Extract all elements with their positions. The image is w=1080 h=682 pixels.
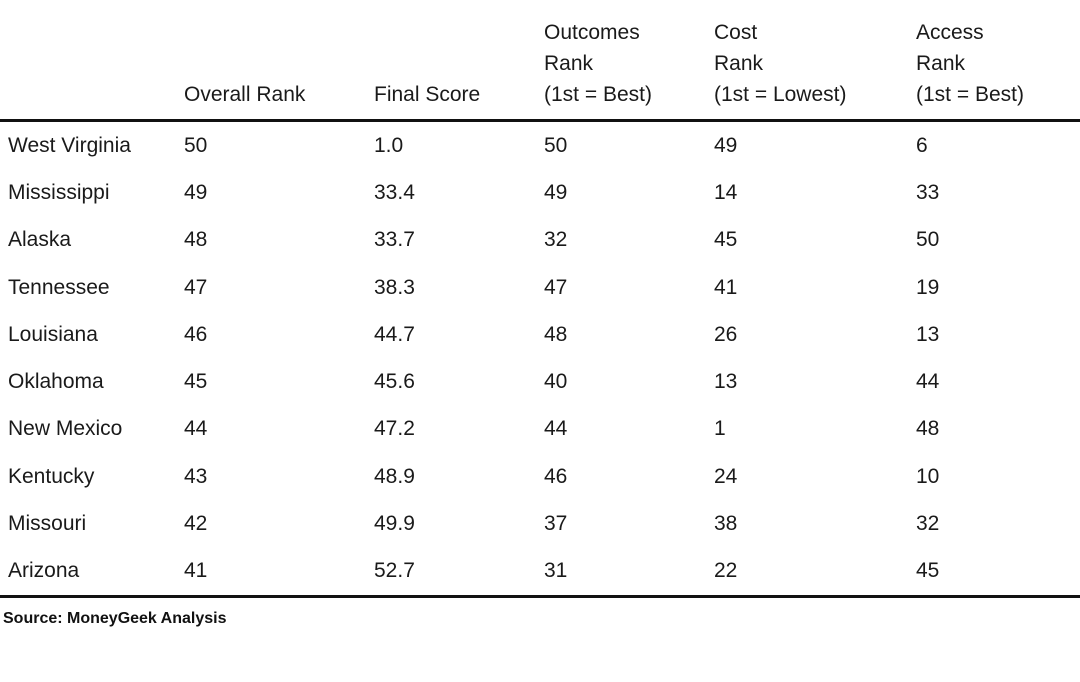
cell-state-name: Alaska [8,228,72,252]
cell-final-score: 49.9 [374,512,415,536]
cell-outcomes-rank: 44 [544,417,568,441]
cell-cost-rank: 45 [714,228,738,252]
ranking-table: Overall Rank Final Score Outcomes Rank (… [0,0,1080,598]
header-line: Final Score [374,83,481,106]
header-cost-rank: Cost Rank (1st = Lowest) [705,0,907,122]
cell-access-rank: 6 [916,133,928,157]
header-overall-rank: Overall Rank [175,0,365,122]
cell-access-rank: 45 [907,547,1080,598]
header-final-score: Final Score [365,0,535,122]
header-access-rank: Access Rank (1st = Best) [907,0,1080,122]
cell-outcomes-rank: 47 [544,275,568,299]
cell-final-score: 1.0 [374,133,404,157]
table-row: Alaska 48 33.7 32 45 50 [0,217,1080,264]
cell-state-name: Mississippi [8,180,110,204]
cell-overall-rank: 42 [184,512,208,536]
cell-cost-rank: 13 [714,370,738,394]
table-row: Kentucky 43 48.9 46 24 10 [0,453,1080,500]
table-row: Mississippi 49 33.4 49 14 33 [0,169,1080,216]
header-outcomes-rank: Outcomes Rank (1st = Best) [535,0,705,122]
header-state [0,0,175,122]
cell-cost-rank: 26 [714,322,738,346]
table-row: Louisiana 46 44.7 48 26 13 [0,311,1080,358]
table-row: Missouri 42 49.9 37 38 32 [0,500,1080,547]
header-line: (1st = Best) [916,83,1024,106]
header-line: (1st = Lowest) [714,83,847,106]
cell-overall-rank: 48 [184,228,208,252]
cell-outcomes-rank: 40 [544,370,568,394]
cell-overall-rank: 44 [184,417,208,441]
cell-cost-rank: 49 [714,133,738,157]
header-line: Outcomes [544,21,640,44]
header-line: Rank [916,52,966,75]
header-line: (1st = Best) [544,83,652,106]
cell-cost-rank: 41 [714,275,738,299]
cell-final-score: 44.7 [374,322,415,346]
cell-cost-rank: 22 [705,547,907,598]
cell-final-score: 52.7 [365,547,535,598]
cell-cost-rank: 14 [714,180,738,204]
cell-access-rank: 33 [916,180,940,204]
cell-access-rank: 19 [916,275,940,299]
header-line: Rank [714,52,764,75]
cell-outcomes-rank: 50 [544,133,568,157]
cell-state-name: Tennessee [8,275,110,299]
table-row: Arizona 41 52.7 31 22 45 [0,547,1080,598]
cell-overall-rank: 46 [184,322,208,346]
ranking-table-container: Overall Rank Final Score Outcomes Rank (… [0,0,1080,598]
table-row: Tennessee 47 38.3 47 41 19 [0,264,1080,311]
table-header: Overall Rank Final Score Outcomes Rank (… [0,0,1080,122]
cell-final-score: 33.7 [374,228,415,252]
cell-state-name: Kentucky [8,464,95,488]
cell-overall-rank: 41 [175,547,365,598]
cell-overall-rank: 43 [184,464,208,488]
header-line: Cost [714,21,758,44]
cell-cost-rank: 38 [714,512,738,536]
cell-state-name: New Mexico [8,417,123,441]
cell-access-rank: 48 [916,417,940,441]
cell-state-name: Oklahoma [8,370,104,394]
cell-access-rank: 10 [916,464,940,488]
cell-state-name: Louisiana [8,322,98,346]
table-body: West Virginia 50 1.0 50 49 6 Mississippi 49 33.4… [0,121,1080,598]
table-row: Oklahoma 45 45.6 40 13 44 [0,358,1080,405]
cell-outcomes-rank: 32 [544,228,568,252]
header-row: Overall Rank Final Score Outcomes Rank (… [0,0,1080,122]
cell-overall-rank: 49 [184,180,208,204]
cell-access-rank: 44 [916,370,940,394]
cell-outcomes-rank: 48 [544,322,568,346]
cell-access-rank: 13 [916,322,940,346]
cell-overall-rank: 47 [184,275,208,299]
cell-overall-rank: 45 [184,370,208,394]
cell-outcomes-rank: 46 [544,464,568,488]
cell-outcomes-rank: 31 [535,547,705,598]
cell-final-score: 47.2 [374,417,415,441]
table-row: New Mexico 44 47.2 44 1 48 [0,406,1080,453]
cell-state-name: West Virginia [8,133,131,157]
header-line: Rank [544,52,594,75]
cell-cost-rank: 24 [714,464,738,488]
cell-final-score: 48.9 [374,464,415,488]
table-row: West Virginia 50 1.0 50 49 6 [0,121,1080,170]
cell-final-score: 33.4 [374,180,415,204]
cell-cost-rank: 1 [714,417,726,441]
source-note: Source: MoneyGeek Analysis [3,610,227,627]
header-line: Access [916,21,984,44]
header-line: Overall Rank [184,83,306,106]
cell-final-score: 38.3 [374,275,415,299]
cell-final-score: 45.6 [374,370,415,394]
cell-state-name: Missouri [8,512,87,536]
cell-outcomes-rank: 49 [544,180,568,204]
cell-outcomes-rank: 37 [544,512,568,536]
cell-access-rank: 32 [916,512,940,536]
cell-state-name: Arizona [0,547,175,598]
cell-overall-rank: 50 [184,133,208,157]
cell-access-rank: 50 [916,228,940,252]
